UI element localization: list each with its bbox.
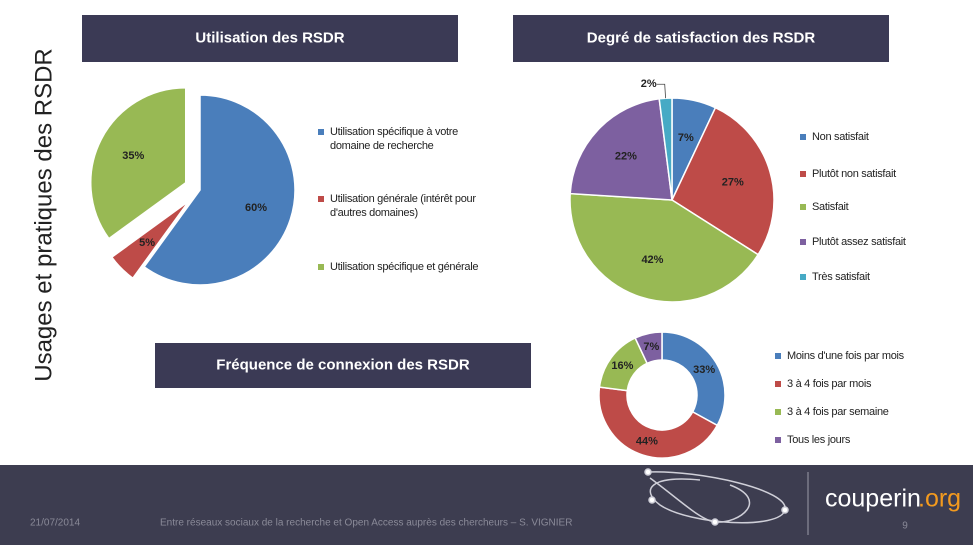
legend-swatch [800,171,806,177]
data-label: 5% [139,237,155,249]
footer-text: Entre réseaux sociaux de la recherche et… [160,518,572,529]
legend-label: Satisfait [812,201,849,213]
legend-swatch [800,204,806,210]
title-box [513,15,889,62]
leader-line [656,83,666,99]
slice [569,97,673,201]
legend-label: Tous les jours [787,434,851,446]
logo-ext: .org [918,485,961,513]
footer-date: 21/07/2014 [30,518,80,529]
data-label: 7% [678,132,694,144]
data-label: 35% [122,150,144,162]
slice [598,386,719,459]
data-label: 60% [245,202,267,214]
data-label: 16% [611,360,633,372]
slice [90,86,187,240]
slice [110,200,190,280]
data-label: 42% [641,254,663,266]
legend-label: Plutôt assez satisfait [812,236,906,248]
slice [143,94,296,286]
chart-title: Degré de satisfaction des RSDR [587,29,816,46]
legend-label: Utilisation spécifique et générale [330,261,479,273]
data-label: 7% [643,341,659,353]
legend-swatch [800,239,806,245]
legend-swatch [775,381,781,387]
legend-swatch [775,353,781,359]
legend-swatch [800,134,806,140]
legend-swatch [318,264,324,270]
legend-label: Utilisation spécifique à votre domaine d… [330,126,458,152]
chart-title: Utilisation des RSDR [195,29,344,46]
logo-main: couperin [825,485,921,513]
data-label: 2% [641,78,657,90]
data-label: 33% [693,364,715,376]
legend-label: 3 à 4 fois par semaine [787,406,889,418]
slice [661,331,726,427]
data-label: 44% [636,436,658,448]
slice [569,192,760,303]
chart-title: Fréquence de connexion des RSDR [216,356,470,373]
legend-swatch [800,274,806,280]
legend-label: Très satisfait [812,271,870,283]
title-box [82,15,458,62]
logo-swirl [644,468,789,526]
legend-label: Non satisfait [812,131,869,143]
slice [671,106,775,256]
legend-swatch [318,196,324,202]
legend-swatch [775,437,781,443]
title-box [155,343,531,388]
side-title: Usages et pratiques des RSDR [30,48,57,382]
page-number: 9 [902,521,908,532]
legend-swatch [318,129,324,135]
legend-label: Moins d'une fois par mois [787,350,904,362]
legend-swatch [775,409,781,415]
footer-band [0,465,973,545]
legend-label: 3 à 4 fois par mois [787,378,872,390]
legend-label: Plutôt non satisfait [812,168,896,180]
legend-label: Utilisation générale (intérêt pour d'aut… [330,193,476,219]
data-label: 22% [615,151,637,163]
slice [634,331,663,365]
data-label: 27% [722,176,744,188]
